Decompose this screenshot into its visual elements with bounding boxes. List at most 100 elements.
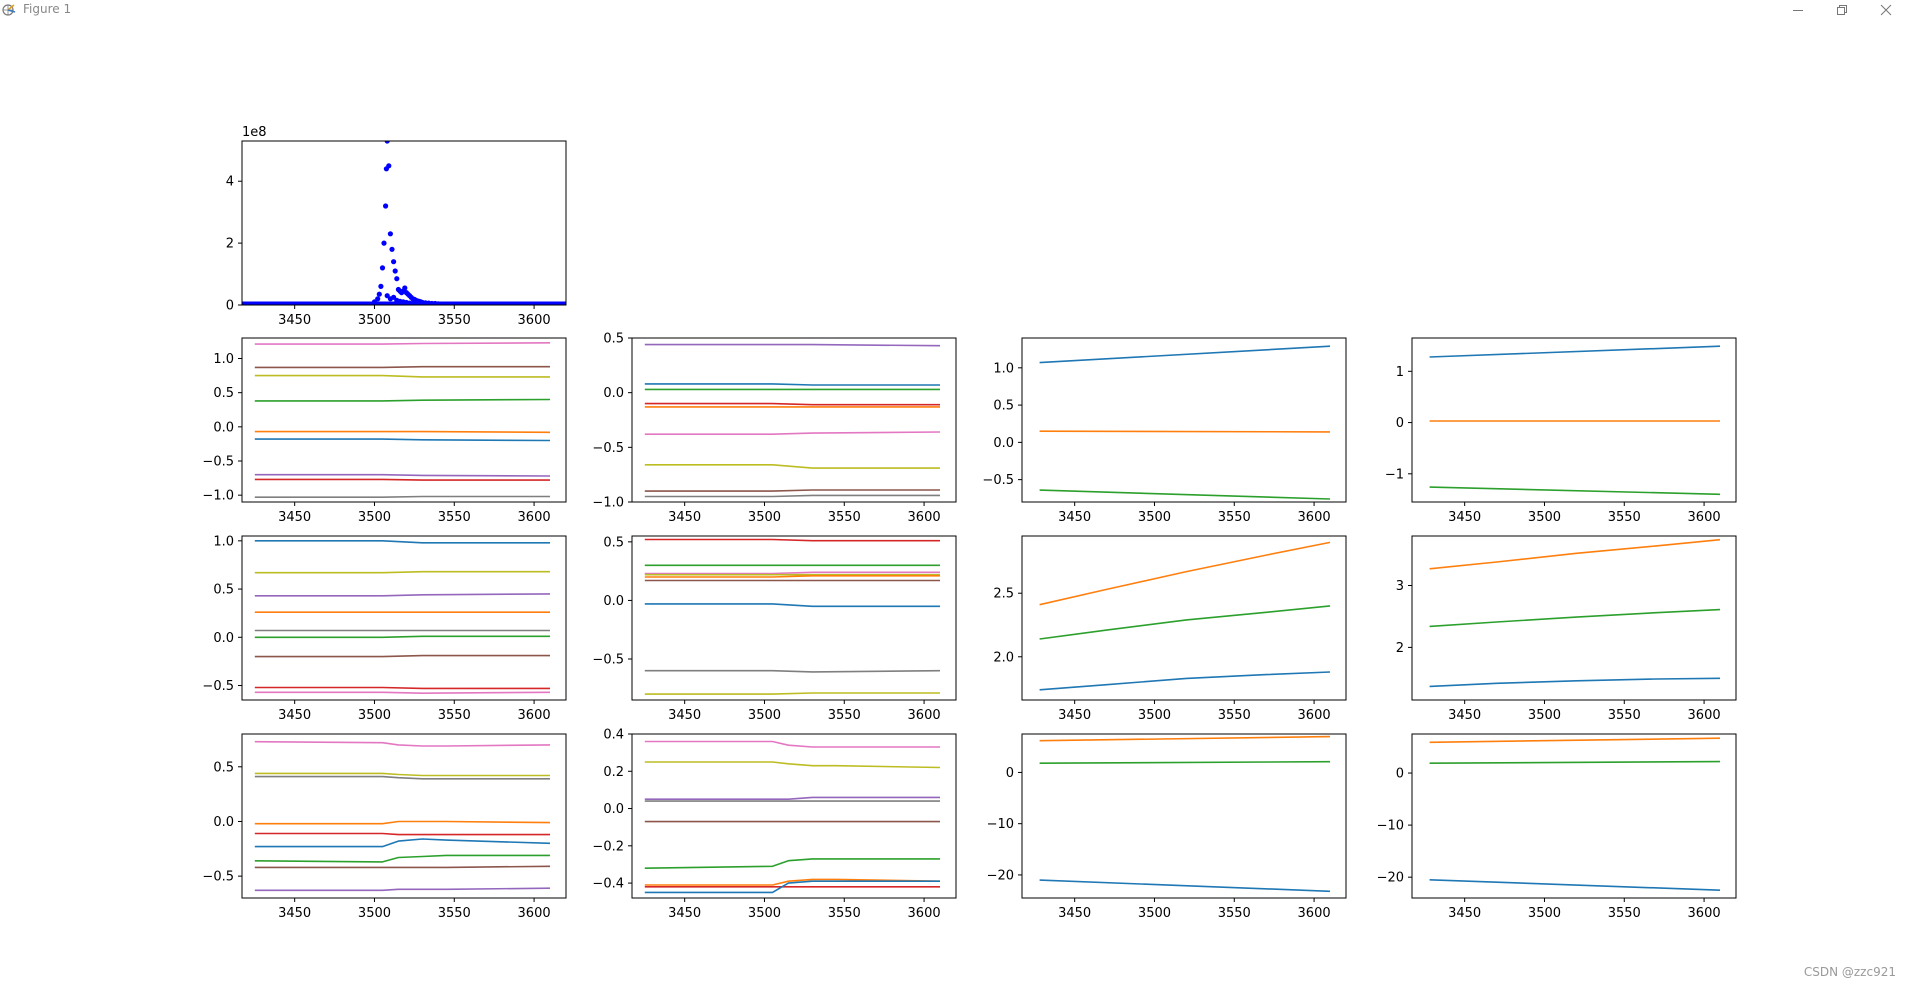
subplot-p6: 3450 3500 3550 3600 −0.5 0.0 0.5 — [592, 535, 957, 723]
y-tick-label: 1.0 — [213, 534, 234, 549]
x-tick-label: 3500 — [358, 708, 391, 723]
x-tick-label: 3550 — [1608, 510, 1641, 525]
x-tick-label: 3500 — [358, 510, 391, 525]
series-line-C1 — [1429, 538, 1721, 570]
close-button[interactable] — [1864, 0, 1908, 20]
series-line-C7 — [254, 775, 550, 780]
x-tick-label: 3450 — [1058, 708, 1091, 723]
series-line-C0 — [254, 838, 551, 848]
x-tick-label: 3450 — [1448, 906, 1481, 921]
y-tick-label: 0.5 — [603, 535, 624, 550]
x-tick-label: 3600 — [1298, 510, 1331, 525]
axes-frame — [1021, 733, 1347, 899]
series-line-C1 — [644, 878, 941, 886]
x-tick-label: 3600 — [908, 510, 941, 525]
x-tick-label: 3500 — [1138, 510, 1171, 525]
y-tick-label: 1 — [1396, 365, 1404, 380]
y-tick-label: −1.0 — [202, 489, 234, 504]
axes-frame — [1411, 535, 1737, 701]
y-tick-label: 2.5 — [993, 587, 1014, 602]
y-tick-label: 0.5 — [213, 583, 234, 598]
data-point — [389, 246, 395, 252]
x-tick-label: 3550 — [1218, 708, 1251, 723]
data-point — [448, 302, 454, 305]
y-tick-label: −0.5 — [202, 870, 234, 885]
y-tick-label: 0 — [1396, 767, 1404, 782]
series-line-C0 — [254, 539, 550, 544]
x-tick-label: 3500 — [748, 906, 781, 921]
series-line-C0 — [1039, 879, 1331, 893]
y-offset-label: 1e8 — [242, 125, 267, 140]
subplot-p10: 3450 3500 3550 3600 −0.4 −0.2 0.0 0.2 0.4 — [592, 728, 957, 921]
axes-frame — [1021, 337, 1347, 503]
series-line-C4 — [254, 593, 551, 597]
restore-button[interactable] — [1820, 0, 1864, 20]
y-tick-label: −0.5 — [202, 679, 234, 694]
x-tick-label: 3600 — [518, 906, 551, 921]
subplot-p9: 3450 3500 3550 3600 −0.5 0.0 0.5 — [202, 733, 567, 921]
axes-frame — [1411, 733, 1737, 899]
window-titlebar: Figure 1 — [0, 0, 1908, 20]
series-line-C1 — [1429, 737, 1721, 744]
subplot-p1: 3450 3500 3550 3600 −1.0 −0.5 0.0 0.5 1.0 — [202, 337, 567, 525]
x-tick-label: 3550 — [828, 510, 861, 525]
x-tick-label: 3450 — [278, 906, 311, 921]
y-tick-label: 0 — [1006, 766, 1014, 781]
x-tick-label: 3500 — [1528, 510, 1561, 525]
series-line-C8 — [254, 570, 550, 574]
x-tick-label: 3450 — [1058, 510, 1091, 525]
series-line-C3 — [254, 832, 550, 836]
series-line-C2 — [1429, 760, 1721, 765]
axes-background — [242, 141, 566, 305]
minimize-icon — [1793, 10, 1803, 11]
data-point — [454, 302, 461, 305]
y-tick-label: 3 — [1396, 579, 1404, 594]
minimize-button[interactable] — [1776, 0, 1820, 20]
y-tick-label: −0.5 — [592, 653, 624, 668]
axes-frame — [631, 733, 957, 899]
series-line-C4 — [644, 343, 941, 347]
axes-frame — [241, 535, 567, 701]
x-tick-label: 3600 — [1688, 708, 1721, 723]
series-line-C6 — [254, 341, 551, 345]
x-tick-label: 3600 — [518, 313, 551, 328]
axes-background — [632, 536, 956, 700]
y-tick-label: −1.0 — [592, 496, 624, 511]
x-tick-label: 3450 — [1448, 708, 1481, 723]
plot-area — [1039, 735, 1331, 893]
series-line-C2 — [1039, 760, 1331, 765]
x-tick-label: 3450 — [1058, 906, 1091, 921]
x-tick-label: 3450 — [1448, 510, 1481, 525]
data-point — [376, 291, 382, 297]
series-line-C0 — [1039, 345, 1331, 364]
window-title: Figure 1 — [23, 2, 72, 16]
series-line-C2 — [1039, 605, 1331, 640]
axes-background — [1412, 734, 1736, 898]
x-tick-label: 3550 — [828, 906, 861, 921]
axes-background — [242, 338, 566, 502]
data-point — [375, 296, 381, 302]
plot-area — [1429, 737, 1721, 891]
figure-canvas: 3450 3500 3550 3600 0 2 4 1e8 3450 3500 3550 3600 −1… — [202, 125, 1737, 921]
data-point — [391, 259, 397, 265]
series-line-C0 — [1429, 345, 1721, 358]
y-tick-label: −20 — [987, 868, 1014, 883]
data-point — [378, 283, 384, 289]
axes-background — [242, 734, 566, 898]
x-tick-label: 3550 — [438, 510, 471, 525]
y-tick-label: 0.5 — [993, 399, 1014, 414]
axes-frame — [241, 140, 567, 306]
x-tick-label: 3500 — [358, 313, 391, 328]
x-tick-label: 3600 — [1298, 906, 1331, 921]
subplot-p12: 3450 3500 3550 3600 −20 −10 0 — [1377, 733, 1737, 921]
series-line-C7 — [644, 669, 941, 673]
data-point — [392, 268, 398, 274]
series-line-C0 — [644, 880, 940, 894]
y-tick-label: 0.0 — [993, 436, 1014, 451]
x-tick-label: 3550 — [438, 708, 471, 723]
series-line-C7 — [644, 494, 940, 498]
data-point — [384, 293, 390, 299]
x-tick-label: 3450 — [668, 906, 701, 921]
series-line-C2 — [254, 635, 550, 639]
series-line-C4 — [644, 796, 940, 801]
